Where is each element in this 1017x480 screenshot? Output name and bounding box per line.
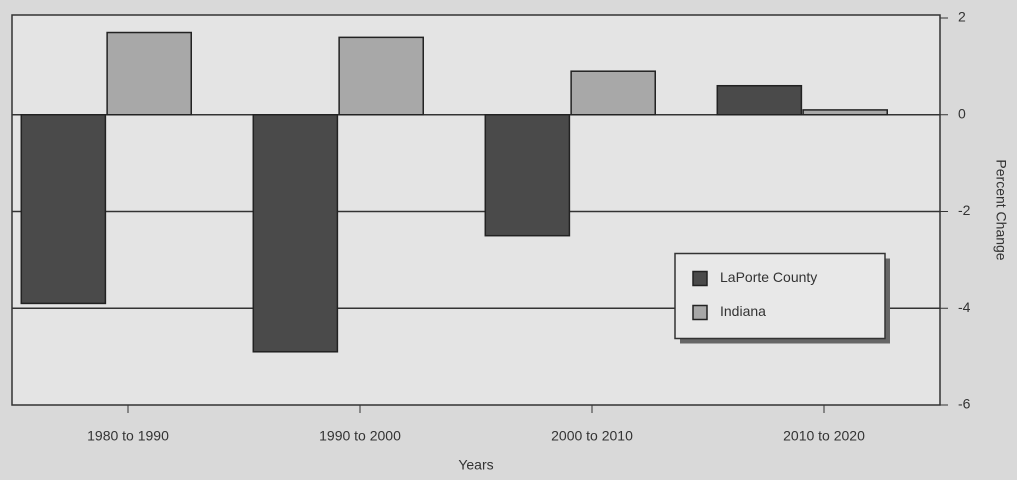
bar: [106, 31, 192, 116]
bar: [338, 36, 424, 116]
legend-label: Indiana: [720, 303, 766, 319]
y-tick-label: -2: [958, 202, 971, 218]
legend-label: LaPorte County: [720, 269, 817, 285]
x-tick-label: 1980 to 1990: [87, 428, 169, 444]
y-axis-label: Percent Change: [993, 159, 1009, 260]
bar: [20, 114, 107, 305]
x-tick-label: 2000 to 2010: [551, 428, 633, 444]
y-tick-label: 0: [958, 105, 966, 121]
legend-swatch: [692, 270, 708, 287]
x-axis-label: Years: [458, 457, 493, 473]
y-tick-label: -6: [958, 396, 971, 412]
y-tick-label: 2: [958, 9, 966, 25]
bar: [252, 114, 339, 353]
bar: [802, 109, 888, 116]
y-tick-label: -4: [958, 299, 971, 315]
bar: [484, 114, 571, 237]
bar: [716, 84, 803, 116]
legend-swatch: [692, 304, 708, 321]
x-tick-label: 2010 to 2020: [783, 428, 865, 444]
legend-box: [674, 252, 886, 340]
x-tick-label: 1990 to 2000: [319, 428, 401, 444]
bar: [570, 70, 656, 116]
